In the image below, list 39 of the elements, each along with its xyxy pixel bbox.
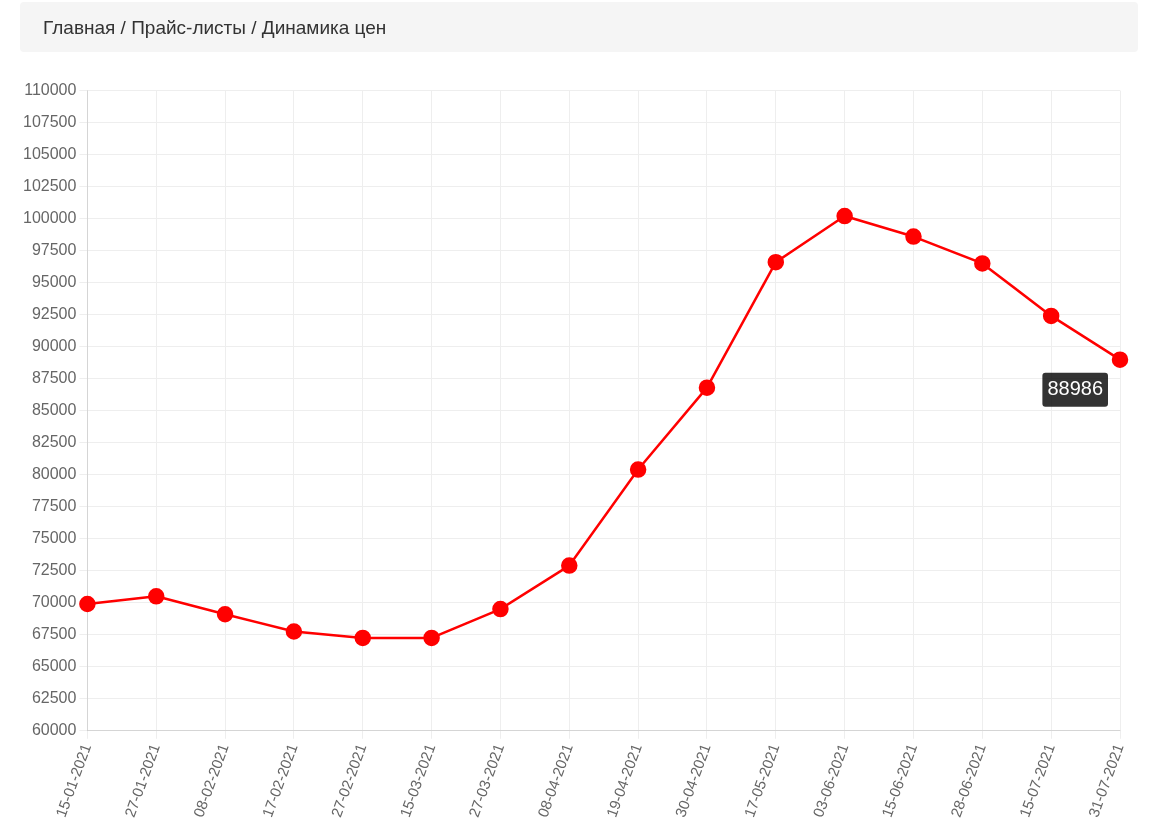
y-tick-label: 85000 [31,401,77,419]
y-tick-label: 70000 [31,593,77,611]
y-tick-label: 62500 [31,689,77,707]
point [561,557,578,574]
y-tick-label: 60000 [31,721,77,739]
point [1111,351,1129,368]
point [285,623,303,640]
point [836,207,853,225]
y-tick-label: 90000 [31,337,77,355]
y-tick-label: 110000 [24,81,77,99]
point [423,629,440,647]
point [974,255,991,272]
y-tick-label: 92500 [31,305,77,323]
point [767,253,785,271]
y-tick-label: 95000 [31,273,77,291]
y-tick-label: 75000 [31,529,77,547]
point [147,588,165,605]
y-tick-label: 82500 [31,433,77,451]
y-tick-label: 107500 [23,113,77,131]
annotation: 88986 [1047,377,1104,400]
y-tick-label: 102500 [23,177,77,195]
point [905,228,922,245]
y-tick-label: 77500 [31,497,77,515]
point [698,379,716,396]
point [354,629,371,647]
y-tick-label: 105000 [23,145,77,163]
point [79,595,96,613]
y-tick-label: 72500 [31,561,77,579]
y-tick-label: 80000 [31,465,77,483]
point [492,600,509,618]
point [629,461,647,478]
y-tick-label: 67500 [31,625,77,643]
y-tick-label: 97500 [31,241,77,259]
chart-title: Главная / Прайс-листы / Динамика цен [20,2,1138,52]
y-tick-label: 65000 [31,657,77,675]
point [1042,307,1060,325]
point [216,605,234,623]
y-tick-label: 100000 [23,209,77,227]
y-tick-label: 87500 [31,369,77,387]
